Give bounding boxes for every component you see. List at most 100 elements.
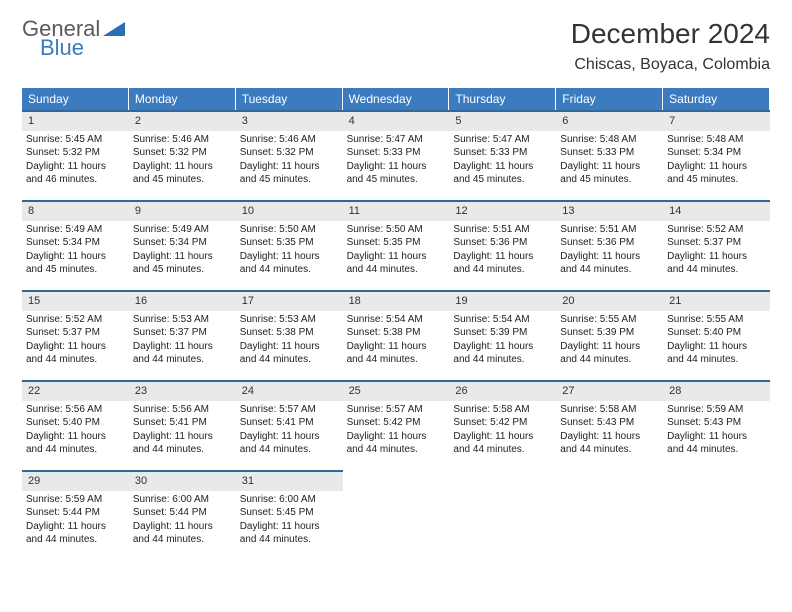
day-body: Sunrise: 5:59 AMSunset: 5:43 PMDaylight:… [663,401,770,463]
day-sunset: Sunset: 5:37 PM [26,326,125,340]
day-sunrise: Sunrise: 6:00 AM [240,493,339,507]
day-body: Sunrise: 5:52 AMSunset: 5:37 PMDaylight:… [663,221,770,283]
day-day2: and 44 minutes. [133,443,232,457]
day-number: 21 [663,290,770,311]
day-number: 2 [129,110,236,131]
day-sunset: Sunset: 5:44 PM [133,506,232,520]
day-sunset: Sunset: 5:32 PM [240,146,339,160]
day-number: 25 [343,380,450,401]
day-day1: Daylight: 11 hours [453,250,552,264]
day-day2: and 44 minutes. [453,263,552,277]
day-body: Sunrise: 5:53 AMSunset: 5:37 PMDaylight:… [129,311,236,373]
calendar-cell-empty: . [343,470,450,560]
day-day1: Daylight: 11 hours [240,160,339,174]
calendar-cell: 24Sunrise: 5:57 AMSunset: 5:41 PMDayligh… [236,380,343,470]
day-day1: Daylight: 11 hours [453,430,552,444]
calendar-cell: 1Sunrise: 5:45 AMSunset: 5:32 PMDaylight… [22,110,129,200]
day-number: 26 [449,380,556,401]
day-day1: Daylight: 11 hours [347,250,446,264]
header: General Blue December 2024 Chiscas, Boya… [22,18,770,74]
day-sunrise: Sunrise: 5:55 AM [560,313,659,327]
calendar-cell: 25Sunrise: 5:57 AMSunset: 5:42 PMDayligh… [343,380,450,470]
day-number: 4 [343,110,450,131]
day-day2: and 45 minutes. [560,173,659,187]
day-body: Sunrise: 5:57 AMSunset: 5:42 PMDaylight:… [343,401,450,463]
day-number: 10 [236,200,343,221]
day-header: Monday [129,88,236,110]
calendar-cell: 19Sunrise: 5:54 AMSunset: 5:39 PMDayligh… [449,290,556,380]
day-day1: Daylight: 11 hours [133,250,232,264]
day-sunrise: Sunrise: 5:50 AM [347,223,446,237]
day-sunrise: Sunrise: 5:55 AM [667,313,766,327]
day-sunset: Sunset: 5:33 PM [560,146,659,160]
day-sunrise: Sunrise: 5:57 AM [347,403,446,417]
day-number: 11 [343,200,450,221]
day-sunset: Sunset: 5:40 PM [667,326,766,340]
day-day1: Daylight: 11 hours [133,340,232,354]
day-day1: Daylight: 11 hours [133,520,232,534]
calendar-cell-empty: . [556,470,663,560]
day-day2: and 45 minutes. [453,173,552,187]
calendar-cell: 11Sunrise: 5:50 AMSunset: 5:35 PMDayligh… [343,200,450,290]
calendar-cell: 30Sunrise: 6:00 AMSunset: 5:44 PMDayligh… [129,470,236,560]
day-day1: Daylight: 11 hours [560,340,659,354]
calendar-cell: 22Sunrise: 5:56 AMSunset: 5:40 PMDayligh… [22,380,129,470]
day-header: Sunday [22,88,129,110]
calendar-cell: 29Sunrise: 5:59 AMSunset: 5:44 PMDayligh… [22,470,129,560]
day-sunset: Sunset: 5:37 PM [667,236,766,250]
day-sunset: Sunset: 5:43 PM [667,416,766,430]
page-title: December 2024 [571,18,770,50]
calendar-cell: 10Sunrise: 5:50 AMSunset: 5:35 PMDayligh… [236,200,343,290]
day-day1: Daylight: 11 hours [240,250,339,264]
day-day1: Daylight: 11 hours [667,340,766,354]
day-day2: and 44 minutes. [26,533,125,547]
day-body: Sunrise: 6:00 AMSunset: 5:44 PMDaylight:… [129,491,236,553]
day-sunrise: Sunrise: 5:59 AM [26,493,125,507]
day-body: Sunrise: 5:58 AMSunset: 5:42 PMDaylight:… [449,401,556,463]
day-sunset: Sunset: 5:36 PM [560,236,659,250]
day-body: Sunrise: 5:57 AMSunset: 5:41 PMDaylight:… [236,401,343,463]
day-day1: Daylight: 11 hours [26,520,125,534]
day-sunrise: Sunrise: 5:48 AM [667,133,766,147]
day-number: 3 [236,110,343,131]
day-day2: and 45 minutes. [26,263,125,277]
day-day1: Daylight: 11 hours [133,430,232,444]
day-day1: Daylight: 11 hours [347,160,446,174]
day-body: Sunrise: 5:48 AMSunset: 5:33 PMDaylight:… [556,131,663,193]
day-day2: and 45 minutes. [240,173,339,187]
day-sunrise: Sunrise: 5:56 AM [133,403,232,417]
day-body: Sunrise: 5:51 AMSunset: 5:36 PMDaylight:… [556,221,663,283]
day-day2: and 44 minutes. [240,533,339,547]
calendar-cell: 31Sunrise: 6:00 AMSunset: 5:45 PMDayligh… [236,470,343,560]
day-day2: and 44 minutes. [133,353,232,367]
day-header: Wednesday [343,88,450,110]
title-block: December 2024 Chiscas, Boyaca, Colombia [571,18,770,74]
day-sunrise: Sunrise: 5:49 AM [133,223,232,237]
day-body: Sunrise: 5:46 AMSunset: 5:32 PMDaylight:… [236,131,343,193]
day-body: Sunrise: 5:51 AMSunset: 5:36 PMDaylight:… [449,221,556,283]
day-header: Tuesday [236,88,343,110]
calendar-cell: 14Sunrise: 5:52 AMSunset: 5:37 PMDayligh… [663,200,770,290]
day-sunset: Sunset: 5:38 PM [240,326,339,340]
day-body: Sunrise: 5:46 AMSunset: 5:32 PMDaylight:… [129,131,236,193]
day-day2: and 45 minutes. [133,263,232,277]
day-sunset: Sunset: 5:32 PM [133,146,232,160]
day-day2: and 44 minutes. [347,353,446,367]
day-body: Sunrise: 5:49 AMSunset: 5:34 PMDaylight:… [129,221,236,283]
calendar-cell: 8Sunrise: 5:49 AMSunset: 5:34 PMDaylight… [22,200,129,290]
day-day2: and 44 minutes. [667,263,766,277]
day-day2: and 45 minutes. [667,173,766,187]
day-sunrise: Sunrise: 5:51 AM [560,223,659,237]
day-body: Sunrise: 5:54 AMSunset: 5:39 PMDaylight:… [449,311,556,373]
day-sunset: Sunset: 5:41 PM [133,416,232,430]
day-number: 5 [449,110,556,131]
day-number: 22 [22,380,129,401]
day-day1: Daylight: 11 hours [667,430,766,444]
day-sunrise: Sunrise: 5:50 AM [240,223,339,237]
day-day2: and 44 minutes. [26,443,125,457]
day-day2: and 44 minutes. [240,353,339,367]
calendar-cell: 20Sunrise: 5:55 AMSunset: 5:39 PMDayligh… [556,290,663,380]
day-day1: Daylight: 11 hours [26,250,125,264]
day-number: 12 [449,200,556,221]
day-sunrise: Sunrise: 6:00 AM [133,493,232,507]
